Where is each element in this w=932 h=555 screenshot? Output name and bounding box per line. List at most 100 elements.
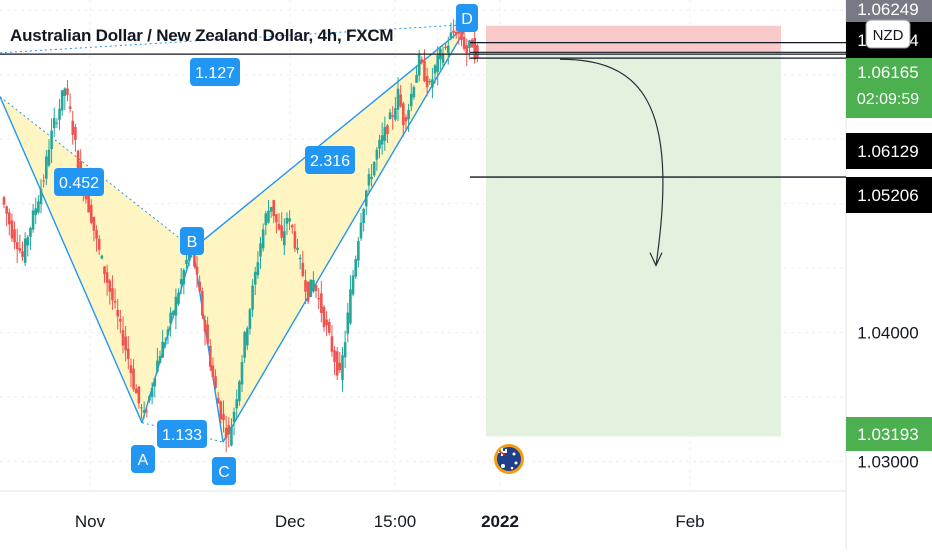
candle-body (333, 350, 336, 363)
candle-body (380, 135, 384, 145)
candle-body (335, 351, 339, 376)
candle-body (50, 130, 53, 150)
candle-body (211, 365, 215, 378)
candle-body (169, 312, 172, 324)
stop-loss-zone[interactable] (486, 25, 781, 53)
australia-flag-icon[interactable] (494, 444, 524, 474)
price-label-target[interactable]: 1.03193 (846, 417, 932, 451)
candle-body (60, 90, 64, 111)
candle-body (378, 139, 381, 149)
candle-body (63, 88, 67, 96)
candle-body (399, 94, 402, 107)
candle-body (232, 411, 236, 422)
candle-body (119, 318, 122, 322)
chart-title: Australian Dollar / New Zealand Dollar, … (10, 26, 394, 45)
candle-body (132, 368, 135, 390)
candle-body (367, 174, 371, 186)
candle-body (412, 87, 416, 98)
candle-body (415, 75, 418, 83)
candle-body (462, 36, 466, 49)
forecast-arrow[interactable] (559, 58, 664, 267)
candle-body (314, 284, 318, 292)
harmonic-pattern[interactable] (0, 23, 469, 443)
candle-body (177, 292, 180, 304)
candles (2, 15, 479, 453)
price-label-top-grey[interactable]: 1.06249 (846, 0, 932, 22)
price-label-top-grey-bg (846, 0, 932, 22)
price-label-line-2[interactable]: 1.05206 (846, 177, 932, 213)
price-label-line-2-bg (846, 177, 932, 213)
candle-body (431, 79, 434, 88)
candle-body (446, 45, 450, 55)
candle-body (47, 149, 51, 166)
candle-body (150, 387, 154, 398)
candle-body (465, 45, 469, 53)
candle-body (89, 204, 93, 223)
time-label-2: 15:00 (374, 512, 417, 531)
ratio-abc-label-bg (157, 420, 207, 448)
candle-body (349, 289, 352, 324)
candle-body (267, 210, 270, 223)
candle-body (193, 247, 196, 267)
candle-body (208, 345, 212, 367)
point-a-label-bg (131, 445, 155, 473)
point-c-label: C (212, 457, 236, 485)
candle-body (111, 288, 114, 301)
time-label-1: Dec (275, 512, 306, 531)
price-label-line-2-text: 1.05206 (857, 186, 918, 205)
currency-badge-text: NZD (873, 27, 904, 44)
candle-body (433, 65, 437, 74)
candle-body (15, 242, 19, 250)
position-tool[interactable] (486, 25, 781, 437)
candle-body (245, 328, 249, 346)
candle-body (187, 254, 191, 261)
candle-body (372, 161, 376, 176)
candle-body (84, 194, 88, 200)
candle-body (394, 108, 397, 120)
last-price-label[interactable]: 1.06165 02:09:59 (846, 58, 932, 118)
candle-body (52, 118, 56, 129)
candle-body (473, 38, 477, 60)
candle-body (391, 115, 395, 117)
candle-body (92, 216, 96, 231)
candle-body (113, 300, 117, 303)
candle-body (171, 311, 175, 315)
take-profit-zone[interactable] (486, 52, 781, 437)
candle-body (304, 280, 307, 292)
currency-badge[interactable]: NZD (865, 19, 911, 49)
candle-body (261, 229, 265, 249)
ratio-xab-label: 0.452 (54, 168, 104, 196)
candle-body (26, 237, 30, 246)
price-label-line-1[interactable]: 1.06129 (846, 133, 932, 169)
candle-body (134, 388, 138, 394)
candle-body (341, 355, 344, 380)
candle-body (317, 297, 320, 300)
price-axis-labels: 1.062491.061741.0616502:09:591.061291.05… (846, 0, 932, 451)
candle-body (29, 227, 32, 237)
candle-body (383, 126, 387, 141)
last-price-label-bg (846, 58, 932, 118)
price-label-target-text: 1.03193 (857, 425, 918, 444)
horizontal-lines[interactable] (0, 42, 846, 178)
pattern-leg-2[interactable] (192, 248, 224, 443)
candle-body (275, 214, 278, 223)
candle-body (243, 332, 246, 358)
candle-body (248, 309, 252, 329)
candle-body (179, 279, 183, 285)
candle-body (330, 336, 334, 352)
candle-body (108, 280, 112, 292)
candle-body (277, 224, 281, 230)
candle-body (312, 279, 315, 292)
ratio-bcd-label-text: 2.316 (310, 153, 350, 170)
forecast-arrow-curve[interactable] (559, 58, 664, 266)
candle-body (264, 213, 268, 226)
candle-body (346, 312, 350, 334)
pattern-leg-0[interactable] (0, 96, 143, 423)
candle-body (124, 336, 127, 351)
candle-body (296, 247, 299, 250)
candle-body (39, 188, 43, 205)
candle-body (76, 150, 80, 169)
candle-body (137, 386, 141, 404)
